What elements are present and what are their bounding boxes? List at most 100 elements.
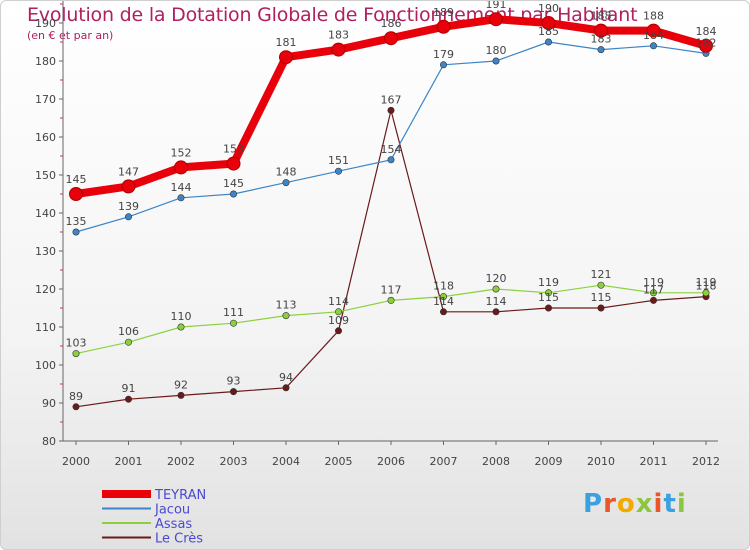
logo-letter: P <box>583 489 604 519</box>
y-tick-label: 170 <box>35 93 56 106</box>
y-tick-label: 160 <box>35 131 56 144</box>
data-point <box>384 31 398 46</box>
x-tick-label: 2005 <box>325 455 353 468</box>
data-point <box>72 350 80 358</box>
data-label: 114 <box>433 295 454 308</box>
x-tick-label: 2008 <box>482 455 510 468</box>
data-point <box>282 179 290 187</box>
data-point <box>439 61 447 69</box>
data-label: 115 <box>538 291 559 304</box>
data-point <box>544 38 552 46</box>
data-label: 103 <box>66 337 87 350</box>
data-label: 145 <box>223 177 244 190</box>
data-label: 119 <box>538 276 559 289</box>
data-point <box>544 289 552 297</box>
data-label: 190 <box>538 2 559 15</box>
data-label: 151 <box>328 154 349 167</box>
data-point <box>489 12 503 27</box>
data-point <box>492 57 500 65</box>
data-label: 184 <box>643 29 664 42</box>
data-point <box>334 327 342 335</box>
data-label: 120 <box>486 272 507 285</box>
data-point <box>436 19 451 34</box>
x-tick-label: 2002 <box>167 455 195 468</box>
data-point <box>544 304 552 312</box>
legend-label: TEYRAN <box>154 488 206 503</box>
x-tick-label: 2004 <box>272 455 300 468</box>
data-point <box>387 156 395 164</box>
data-point <box>72 403 80 411</box>
data-label: 139 <box>118 200 139 213</box>
data-point <box>649 296 657 304</box>
data-label: 144 <box>171 181 192 194</box>
data-point <box>387 106 395 114</box>
legend-label: Assas <box>155 517 192 532</box>
data-point <box>230 388 238 396</box>
data-point <box>387 296 395 304</box>
y-tick-label: 130 <box>35 245 56 258</box>
data-point <box>282 312 290 320</box>
data-point <box>334 167 342 175</box>
y-tick-label: 150 <box>35 169 56 182</box>
data-label: 114 <box>328 295 349 308</box>
proxiti-logo: Proxiti <box>583 489 687 519</box>
data-point <box>492 308 500 316</box>
data-label: 191 <box>486 1 507 11</box>
data-point <box>125 338 133 346</box>
data-label: 180 <box>486 44 507 57</box>
data-label: 188 <box>643 10 664 23</box>
data-label: 189 <box>433 6 454 19</box>
data-label: 147 <box>118 165 139 178</box>
data-point <box>230 319 238 327</box>
x-tick-label: 2001 <box>115 455 143 468</box>
data-point <box>334 308 342 316</box>
data-point <box>331 42 346 57</box>
data-label: 167 <box>381 93 402 106</box>
data-label: 118 <box>433 280 454 293</box>
y-tick-label: 190 <box>35 17 56 30</box>
data-point <box>594 23 608 38</box>
data-point <box>226 156 241 171</box>
legend-label: Le Crès <box>155 532 203 547</box>
data-point <box>121 179 136 194</box>
data-label: 118 <box>696 280 717 293</box>
data-label: 184 <box>696 25 717 38</box>
data-label: 181 <box>276 36 297 49</box>
data-point <box>282 384 290 392</box>
logo-letter: x <box>635 489 654 519</box>
data-point <box>597 281 605 289</box>
data-point <box>439 308 447 316</box>
data-label: 115 <box>591 291 612 304</box>
data-point <box>177 323 185 331</box>
data-point <box>649 42 657 50</box>
chart-subtitle: (en € et par an) <box>27 29 114 42</box>
logo-letter: r <box>603 489 617 519</box>
data-point <box>72 228 80 236</box>
data-point <box>279 50 293 65</box>
data-label: 148 <box>276 166 297 179</box>
data-point <box>439 293 447 301</box>
x-tick-label: 2011 <box>640 455 668 468</box>
data-label: 111 <box>223 306 244 319</box>
x-tick-label: 2009 <box>535 455 563 468</box>
data-label: 152 <box>171 146 192 159</box>
data-point <box>699 38 713 53</box>
data-label: 183 <box>591 33 612 46</box>
y-tick-label: 140 <box>35 207 56 220</box>
data-point <box>125 395 133 403</box>
series-line-teyran <box>75 15 708 198</box>
data-point <box>230 190 238 198</box>
data-label: 92 <box>174 378 188 391</box>
data-point <box>177 194 185 202</box>
data-point <box>177 391 185 399</box>
data-point <box>174 160 188 175</box>
data-label: 119 <box>643 276 664 289</box>
data-label: 89 <box>69 390 83 403</box>
data-point <box>492 285 500 293</box>
data-label: 106 <box>118 325 139 338</box>
data-label: 94 <box>279 371 293 384</box>
data-label: 117 <box>381 283 402 296</box>
logo-letter: t <box>663 489 677 519</box>
